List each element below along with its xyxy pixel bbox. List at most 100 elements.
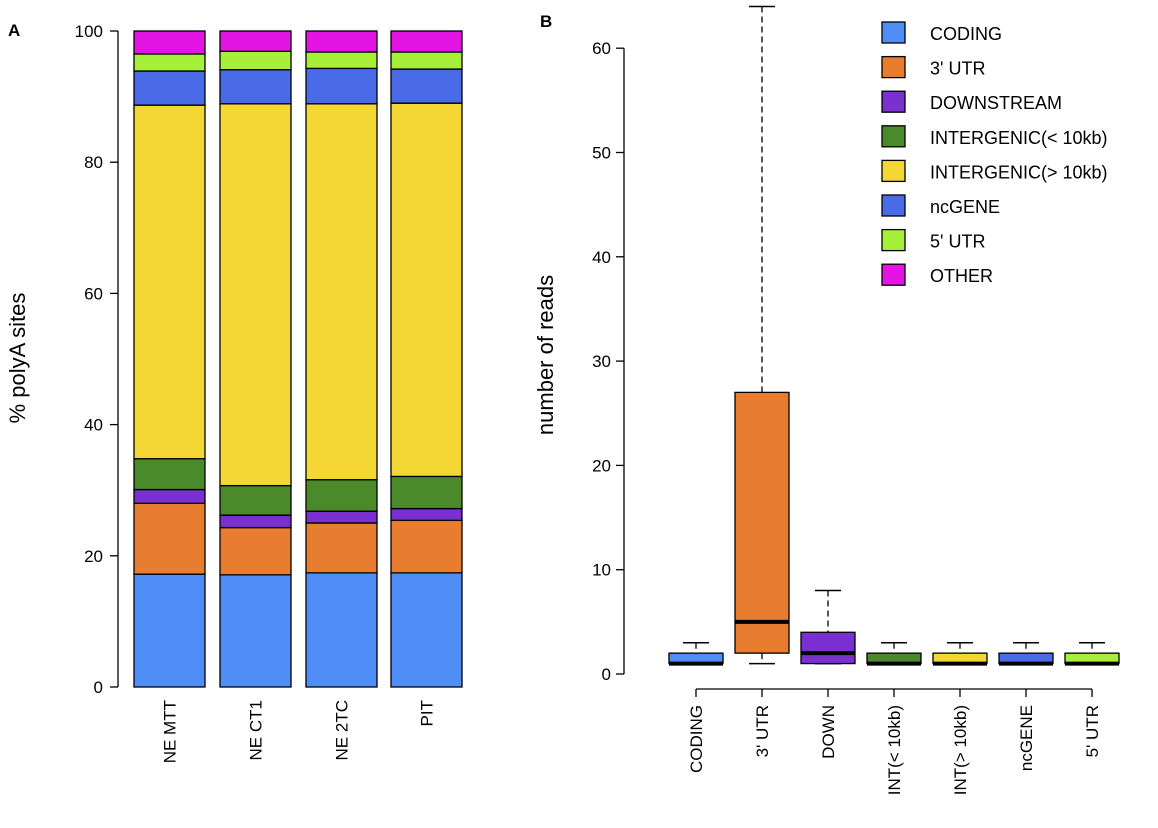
panel-b-x-axis: CODING 3' UTR DOWN INT(< 10kb) INT(> 10kb) nc… [687,688,1102,795]
panel-b-y-tick-label: 30 [592,352,611,371]
legend-entry-coding: CODING [881,21,1002,44]
legend-label: OTHER [930,266,993,286]
bar-segment-ne-2tc-downstream [305,510,378,524]
panel-a-y-tick-label: 0 [94,678,103,697]
bar-segment-ne-ct1-downstream [219,514,292,529]
bar-segment-ne-mtt-3-utr [133,502,206,575]
legend-label: 5' UTR [930,232,985,252]
panel-a-y-tick-label: 80 [84,153,103,172]
box-down [800,589,856,665]
legend-label: ncGENE [930,197,1000,217]
panel-a-stacked-bar-chart: A % polyA sites 0 20 40 60 80 100 NE MTT NE CT… [5,21,463,763]
legend-swatch [881,90,906,113]
panel-a-y-tick-label: 20 [84,547,103,566]
bar-segment-ne-ct1-coding [219,574,292,688]
legend-swatch [881,21,906,44]
legend-entry-other: OTHER [881,263,993,286]
panel-b-x-tick-label: 5' UTR [1083,705,1102,757]
panel-b-y-axis-label: number of reads [533,275,558,435]
box-ncgene [998,641,1054,666]
bar-segment-ne-ct1-intergenic-10kb [219,484,292,516]
panel-b-y-tick-label: 10 [592,561,611,580]
panel-a-y-axis: 0 20 40 60 80 100 [75,22,119,697]
bar-segment-ne-mtt-other [133,30,206,55]
bar-segment-ne-2tc-5-utr [305,51,378,70]
box-int-10kb [866,641,922,666]
bar-segment-pit-ncgene [390,68,463,104]
panel-b-y-tick-label: 40 [592,248,611,267]
legend-swatch [881,228,906,252]
panel-b-y-tick-label: 0 [602,665,611,684]
panel-b-legend: CODING 3' UTR DOWNSTREAM INTERGENIC(< 10kb)… [881,21,1108,286]
panel-a-x-tick-label: NE CT1 [247,700,266,760]
bar-segment-ne-2tc-ncgene [305,67,378,105]
panel-b-y-tick-label: 50 [592,144,611,163]
panel-b-x-tick-label: INT(> 10kb) [951,705,970,795]
legend-entry-intergenic-10kb: INTERGENIC(< 10kb) [881,125,1108,148]
panel-a-y-tick-label: 100 [75,22,103,41]
panel-b-y-tick-label: 20 [592,456,611,475]
bar-segment-ne-2tc-3-utr [305,522,378,574]
panel-a-label: A [8,21,20,40]
bar-segment-pit-intergenic-10kb [390,102,463,478]
bar-segment-ne-mtt-intergenic-10kb [133,104,206,460]
legend-entry-intergenic-10kb: INTERGENIC(> 10kb) [881,159,1108,183]
legend-label: INTERGENIC(< 10kb) [930,128,1108,148]
bar-segment-ne-2tc-intergenic-10kb [305,479,378,512]
legend-swatch [881,125,906,148]
bar-segment-pit-intergenic-10kb [390,475,463,510]
bar-segment-ne-mtt-intergenic-10kb [133,458,206,491]
box-3-utr [734,5,790,665]
bar-segment-pit-3-utr [390,519,463,574]
bar-segment-pit-other [390,30,463,53]
bar-segment-ne-ct1-3-utr [219,526,292,576]
bar-segment-ne-mtt-downstream [133,488,206,504]
legend-entry-5-utr: 5' UTR [881,228,985,252]
bar-segment-ne-ct1-other [219,30,292,52]
legend-swatch [881,194,906,217]
bar-segment-ne-mtt-5-utr [133,53,206,72]
bar-segment-pit-downstream [390,507,463,522]
panel-b-x-tick-label: DOWN [819,705,838,759]
bar-segment-ne-ct1-intergenic-10kb [219,103,292,487]
bar-segment-ne-2tc-other [305,30,378,53]
legend-entry-downstream: DOWNSTREAM [881,90,1062,113]
legend-entry-ncgene: ncGENE [881,194,1000,217]
bar-segment-pit-5-utr [390,51,463,70]
box-body [800,631,856,665]
panel-a-x-tick-label: NE 2TC [333,700,352,760]
panel-a-x-tick-label: NE MTT [161,700,180,763]
panel-b-x-tick-label: ncGENE [1017,705,1036,771]
panel-a-x-tick-label: PIT [418,700,437,726]
legend-label: INTERGENIC(> 10kb) [930,162,1108,182]
panel-a-y-tick-label: 40 [84,416,103,435]
bar-segment-ne-ct1-5-utr [219,50,292,71]
box-5-utr [1064,641,1120,666]
legend-label: CODING [930,24,1002,44]
legend-entry-3-utr: 3' UTR [881,55,985,79]
panel-a-bars [133,30,463,688]
panel-b-y-tick-label: 60 [592,39,611,58]
panel-b-x-tick-label: 3' UTR [753,705,772,757]
bar-segment-ne-2tc-coding [305,572,378,688]
bar-segment-ne-ct1-ncgene [219,69,292,105]
panel-b-box-plot: B number of reads 0 10 20 30 40 50 60 CODING 3'… [533,5,1120,795]
legend-swatch [881,263,906,286]
bar-segment-ne-mtt-ncgene [133,70,206,106]
legend-label: DOWNSTREAM [930,93,1062,113]
box-coding [668,641,724,666]
panel-a-x-tick-labels: NE MTT NE CT1 NE 2TC PIT [161,700,437,763]
panel-b-x-tick-label: INT(< 10kb) [885,705,904,795]
panel-b-label: B [540,12,552,31]
box-body [734,391,790,654]
panel-a-y-tick-label: 60 [84,284,103,303]
bar-segment-ne-mtt-coding [133,573,206,688]
legend-swatch [881,159,906,183]
box-int-10kb [932,641,988,666]
panel-b-boxes [668,5,1120,666]
bar-segment-ne-2tc-intergenic-10kb [305,103,378,481]
panel-a-y-axis-label: % polyA sites [5,293,30,424]
legend-swatch [881,55,906,79]
legend-label: 3' UTR [930,59,985,79]
